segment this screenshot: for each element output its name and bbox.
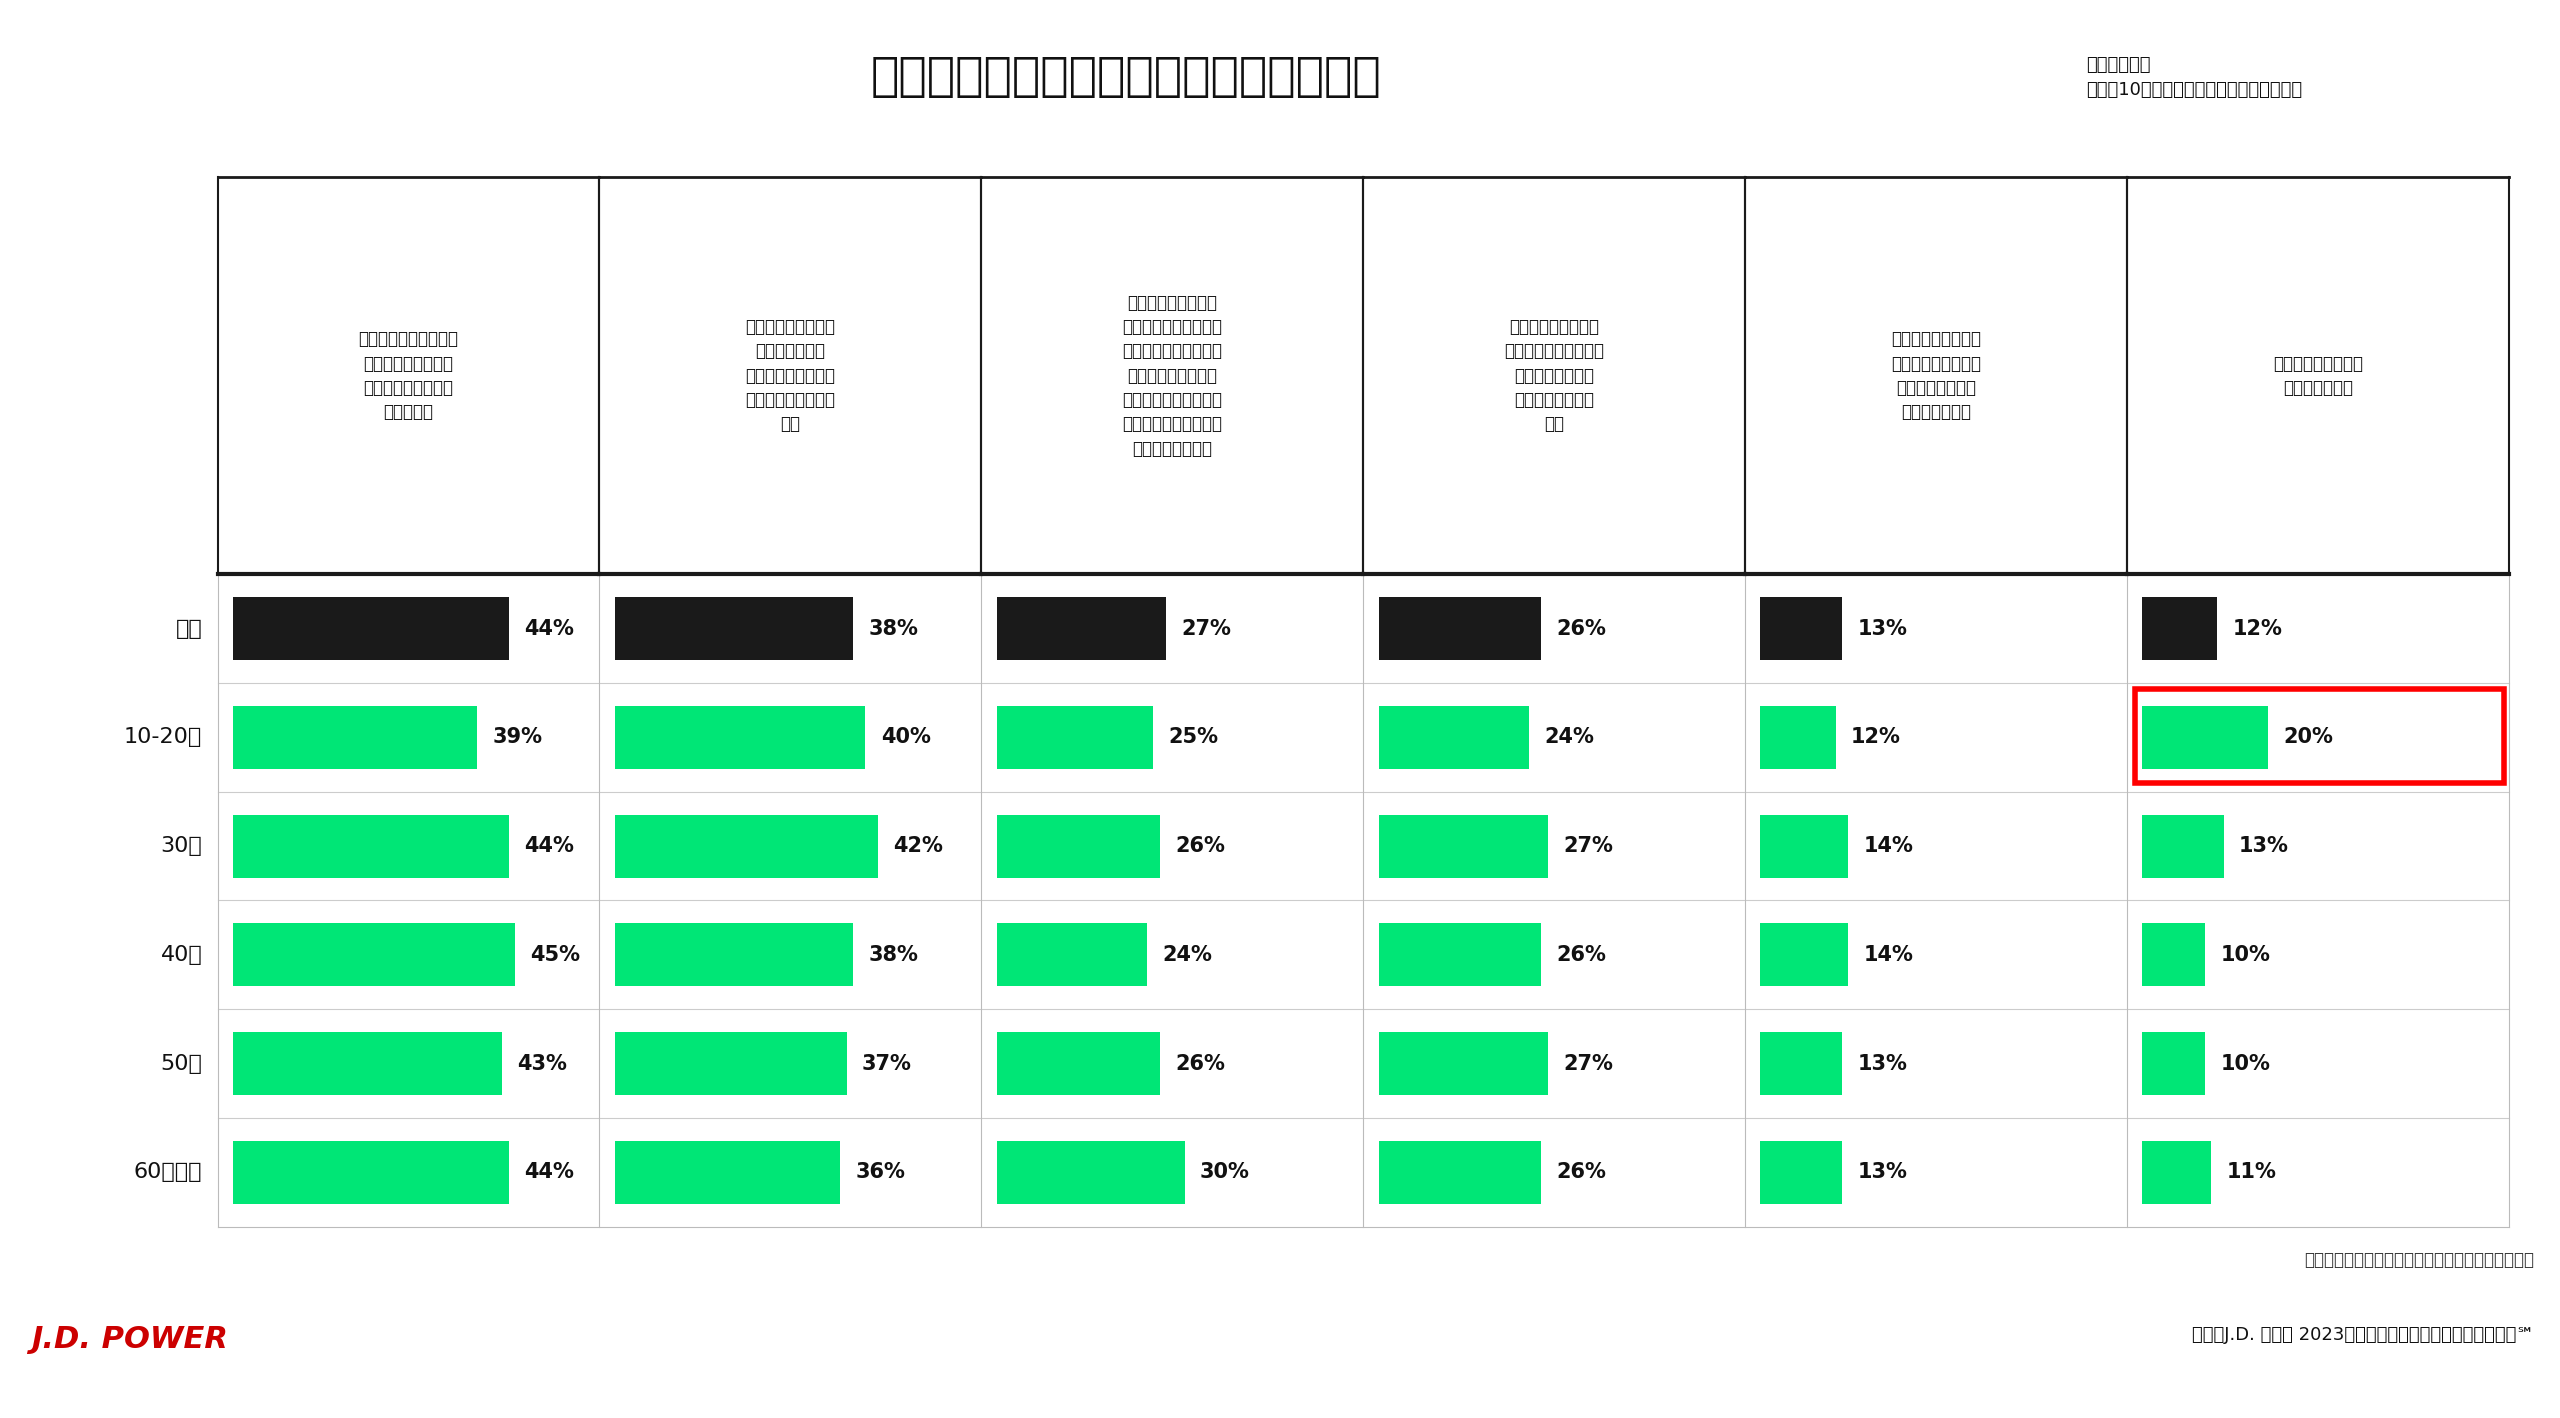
Bar bbox=[996, 923, 1147, 987]
Text: ポイントサービス利用のきっかけや理由: ポイントサービス利用のきっかけや理由 bbox=[870, 55, 1382, 101]
Text: 39%: 39% bbox=[492, 727, 543, 747]
Text: 50代: 50代 bbox=[161, 1054, 202, 1073]
Bar bbox=[1761, 923, 1848, 987]
Text: 43%: 43% bbox=[517, 1054, 568, 1073]
Bar bbox=[614, 814, 878, 878]
Bar bbox=[996, 597, 1165, 661]
Bar bbox=[233, 706, 476, 769]
Text: 40%: 40% bbox=[881, 727, 932, 747]
Bar bbox=[2135, 689, 2504, 783]
Text: 38%: 38% bbox=[868, 944, 919, 964]
Bar bbox=[2143, 1140, 2212, 1204]
Bar bbox=[614, 923, 852, 987]
Bar bbox=[1377, 1140, 1541, 1204]
Text: 42%: 42% bbox=[893, 837, 942, 856]
Text: 30%: 30% bbox=[1201, 1163, 1249, 1183]
Text: 全体: 全体 bbox=[177, 618, 202, 638]
Bar bbox=[1761, 1032, 1841, 1095]
Text: ポイントを貯める方
法が豊富だから
（様々な店舗・サー
ビスで貯められるか
ら）: ポイントを貯める方 法が豊富だから （様々な店舗・サー ビスで貯められるか ら） bbox=[745, 318, 835, 434]
Text: 出典：J.D. パワー 2023年共通ポイントサービス満足度調査℠: 出典：J.D. パワー 2023年共通ポイントサービス満足度調査℠ bbox=[2191, 1326, 2534, 1344]
Text: 20%: 20% bbox=[2284, 727, 2332, 747]
Text: 他社のポイントサー
ビスよりもポイントが
貯まりやすいから
（還元率が高いか
ら）: 他社のポイントサー ビスよりもポイントが 貯まりやすいから （還元率が高いか ら… bbox=[1505, 318, 1605, 434]
Bar bbox=[1377, 597, 1541, 661]
Text: 主に利用しているク
レジットカードでその
ポイントが貯まるから
／主に利用している
クレジットカードのポ
イントをそのポイント
へ移行できるから: 主に利用しているク レジットカードでその ポイントが貯まるから ／主に利用してい… bbox=[1121, 294, 1221, 458]
Text: 27%: 27% bbox=[1180, 618, 1231, 638]
Bar bbox=[2143, 706, 2268, 769]
Bar bbox=[1761, 706, 1836, 769]
Text: 10%: 10% bbox=[2220, 1054, 2271, 1073]
Text: 26%: 26% bbox=[1175, 1054, 1224, 1073]
Text: 37%: 37% bbox=[863, 1054, 911, 1073]
Bar bbox=[1377, 814, 1549, 878]
Bar bbox=[1377, 923, 1541, 987]
Text: ＊数値について、小数点以下は四捨五入しています: ＊数値について、小数点以下は四捨五入しています bbox=[2304, 1251, 2534, 1269]
Text: 利用料金に応じてそ
のポイントが貯まる
携帯電話会社に契
約していたから: 利用料金に応じてそ のポイントが貯まる 携帯電話会社に契 約していたから bbox=[1892, 330, 1981, 421]
Bar bbox=[996, 1032, 1160, 1095]
Text: 26%: 26% bbox=[1556, 618, 1608, 638]
Bar bbox=[996, 1140, 1185, 1204]
Bar bbox=[1761, 814, 1848, 878]
Bar bbox=[614, 1032, 847, 1095]
Text: 38%: 38% bbox=[868, 618, 919, 638]
Text: 13%: 13% bbox=[1856, 1163, 1907, 1183]
Bar bbox=[2143, 1032, 2204, 1095]
Text: 10%: 10% bbox=[2220, 944, 2271, 964]
Text: 24%: 24% bbox=[1162, 944, 1213, 964]
Bar bbox=[233, 597, 509, 661]
Bar bbox=[614, 597, 852, 661]
Text: そのポイントが貯まる
／使用できるお店や
通販サイトをよく利
用するから: そのポイントが貯まる ／使用できるお店や 通販サイトをよく利 用するから bbox=[358, 330, 458, 421]
Text: 36%: 36% bbox=[855, 1163, 906, 1183]
Bar bbox=[2143, 597, 2217, 661]
Text: 家族や友人・知人も
使っていたから: 家族や友人・知人も 使っていたから bbox=[2273, 354, 2363, 397]
Text: 24%: 24% bbox=[1544, 727, 1595, 747]
Bar bbox=[1377, 1032, 1549, 1095]
Text: 44%: 44% bbox=[525, 1163, 573, 1183]
Bar bbox=[996, 814, 1160, 878]
Text: 44%: 44% bbox=[525, 837, 573, 856]
Text: 13%: 13% bbox=[1856, 618, 1907, 638]
Text: 11%: 11% bbox=[2227, 1163, 2276, 1183]
Text: 10-20代: 10-20代 bbox=[123, 727, 202, 747]
Bar bbox=[2143, 814, 2225, 878]
Bar bbox=[1761, 1140, 1841, 1204]
Text: 27%: 27% bbox=[1564, 837, 1613, 856]
Text: 12%: 12% bbox=[1851, 727, 1902, 747]
Bar bbox=[996, 706, 1152, 769]
Bar bbox=[1377, 706, 1528, 769]
Text: 40代: 40代 bbox=[161, 944, 202, 964]
Text: 26%: 26% bbox=[1175, 837, 1224, 856]
Bar bbox=[233, 1032, 502, 1095]
Text: 45%: 45% bbox=[530, 944, 581, 964]
Bar bbox=[1761, 597, 1841, 661]
Text: 12%: 12% bbox=[2232, 618, 2284, 638]
Text: 26%: 26% bbox=[1556, 944, 1608, 964]
Bar bbox=[614, 706, 865, 769]
Text: 13%: 13% bbox=[1856, 1054, 1907, 1073]
Text: 14%: 14% bbox=[1864, 837, 1912, 856]
Text: （複数回答）
全体で10％以上の回答があった項目を抜粋: （複数回答） 全体で10％以上の回答があった項目を抜粋 bbox=[2086, 57, 2301, 99]
Bar bbox=[2143, 923, 2204, 987]
Text: 60代以上: 60代以上 bbox=[133, 1163, 202, 1183]
Bar bbox=[614, 1140, 840, 1204]
Bar bbox=[233, 1140, 509, 1204]
Text: 13%: 13% bbox=[2240, 837, 2289, 856]
Text: 25%: 25% bbox=[1167, 727, 1219, 747]
Text: 30代: 30代 bbox=[161, 837, 202, 856]
Bar bbox=[233, 814, 509, 878]
Text: 44%: 44% bbox=[525, 618, 573, 638]
Text: 27%: 27% bbox=[1564, 1054, 1613, 1073]
Bar bbox=[233, 923, 515, 987]
Text: J.D. POWER: J.D. POWER bbox=[31, 1326, 228, 1354]
Text: 26%: 26% bbox=[1556, 1163, 1608, 1183]
Text: 14%: 14% bbox=[1864, 944, 1912, 964]
